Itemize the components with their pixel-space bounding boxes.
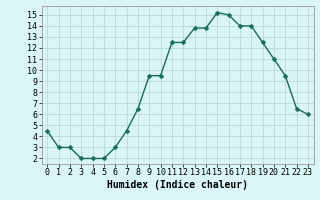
X-axis label: Humidex (Indice chaleur): Humidex (Indice chaleur) [107,180,248,190]
